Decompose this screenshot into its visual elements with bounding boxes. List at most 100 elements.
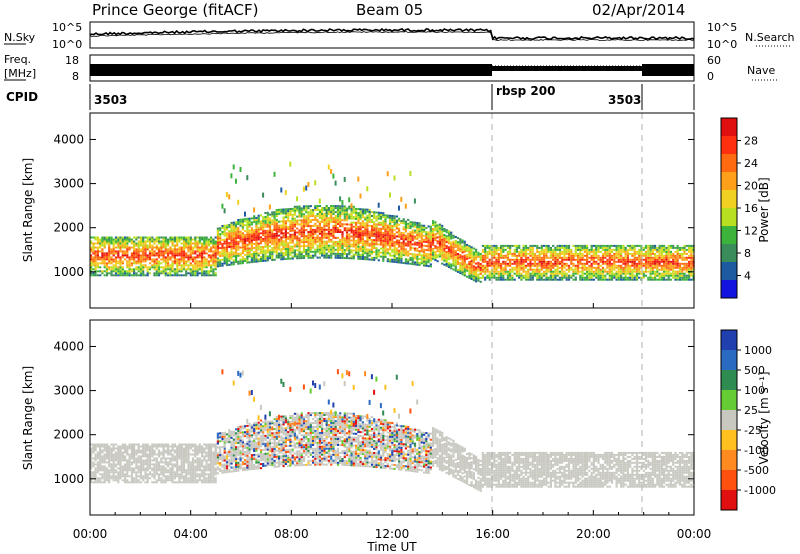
echo-cell: [162, 272, 165, 275]
echo-cell: [255, 228, 258, 231]
echo-cell: [164, 274, 167, 277]
echo-cell: [386, 258, 389, 261]
echo-cell: [370, 234, 374, 237]
echo-cell: [178, 248, 181, 251]
echo-cell: [456, 237, 460, 240]
echo-cell: [237, 262, 240, 265]
echo-cell: [334, 223, 337, 225]
echo-cell: [108, 256, 111, 259]
echo-cell: [418, 230, 421, 233]
echo-cell: [225, 252, 229, 255]
echo-cell: [101, 465, 104, 468]
echo-cell: [420, 228, 423, 231]
echo-cell: [423, 244, 426, 247]
echo-cell: [114, 451, 118, 454]
echo-cell: [250, 245, 253, 248]
echo-cell: [336, 231, 340, 233]
echo-cell: [386, 228, 389, 231]
echo-cell: [196, 236, 199, 239]
echo-cell: [302, 207, 306, 210]
echo-cell: [359, 255, 362, 258]
echo-cell: [334, 242, 337, 245]
echo-cell: [221, 203, 224, 209]
echo-cell: [631, 274, 634, 277]
echo-cell: [298, 205, 301, 208]
echo-cell: [647, 256, 650, 259]
echo-cell: [300, 221, 303, 224]
echo-cell: [524, 264, 528, 267]
echo-cell: [246, 229, 249, 232]
echo-cell: [540, 276, 543, 279]
echo-cell: [667, 244, 670, 247]
echo-cell: [293, 255, 296, 258]
echo-cell: [117, 451, 120, 454]
echo-cell: [665, 258, 668, 261]
echo-cell: [436, 242, 439, 245]
echo-cell: [266, 251, 269, 254]
echo-cell: [368, 242, 371, 245]
echo-cell: [676, 254, 679, 257]
echo-cell: [377, 231, 380, 234]
echo-cell: [225, 242, 229, 245]
echo-cell: [296, 219, 299, 222]
echo-cell: [513, 272, 516, 275]
echo-cell: [389, 226, 392, 229]
echo-cell: [547, 264, 550, 267]
echo-cell: [355, 253, 358, 256]
echo-cell: [409, 241, 412, 243]
echo-cell: [321, 254, 324, 257]
echo-cell: [364, 248, 367, 251]
noise-panel: N.Sky 10^5 10^0 10^5 10^0 N.Search: [4, 21, 795, 51]
echo-cell: [500, 266, 503, 269]
echo-cell: [502, 260, 505, 263]
echo-cell: [540, 246, 543, 249]
echo-cell: [228, 257, 231, 260]
echo-cell: [520, 278, 523, 281]
echo-cell: [185, 262, 188, 265]
echo-cell: [642, 262, 645, 265]
echo-cell: [475, 278, 478, 281]
echo-cell: [257, 220, 260, 223]
echo-cell: [133, 272, 136, 275]
echo-cell: [345, 213, 349, 216]
echo-cell: [112, 240, 115, 243]
echo-cell: [658, 274, 661, 277]
echo-cell: [348, 249, 351, 252]
echo-cell: [540, 274, 543, 277]
echo-cell: [99, 469, 102, 472]
echo-cell: [577, 266, 580, 269]
echo-cell: [416, 259, 419, 262]
echo-cell: [298, 245, 301, 248]
echo-cell: [101, 270, 104, 273]
echo-cell: [556, 270, 559, 273]
echo-cell: [185, 238, 188, 241]
echo-cell: [302, 217, 306, 220]
echo-cell: [423, 226, 426, 229]
echo-cell: [117, 242, 120, 245]
echo-cell: [672, 262, 675, 265]
echo-cell: [409, 262, 412, 265]
colorbar-tick-label: 4: [744, 270, 751, 283]
echo-cell: [343, 257, 346, 259]
echo-cell: [604, 244, 607, 247]
echo-cell: [108, 266, 111, 269]
echo-cell: [411, 233, 414, 236]
echo-cell: [631, 252, 634, 255]
echo-cell: [669, 272, 672, 275]
echo-cell: [164, 238, 167, 241]
echo-cell: [128, 463, 131, 466]
echo-cell: [515, 260, 518, 263]
echo-cell: [672, 260, 675, 263]
echo-cell: [663, 262, 666, 265]
echo-cell: [117, 250, 120, 253]
echo-cell: [416, 231, 419, 234]
echo-cell: [629, 268, 632, 271]
echo-cell: [656, 260, 659, 263]
echo-cell: [495, 256, 498, 259]
echo-cell: [427, 249, 430, 252]
echo-cell: [194, 258, 197, 261]
echo-cell: [157, 236, 161, 239]
echo-cell: [579, 244, 582, 247]
echo-cell: [235, 233, 238, 236]
echo-cell: [445, 251, 448, 253]
